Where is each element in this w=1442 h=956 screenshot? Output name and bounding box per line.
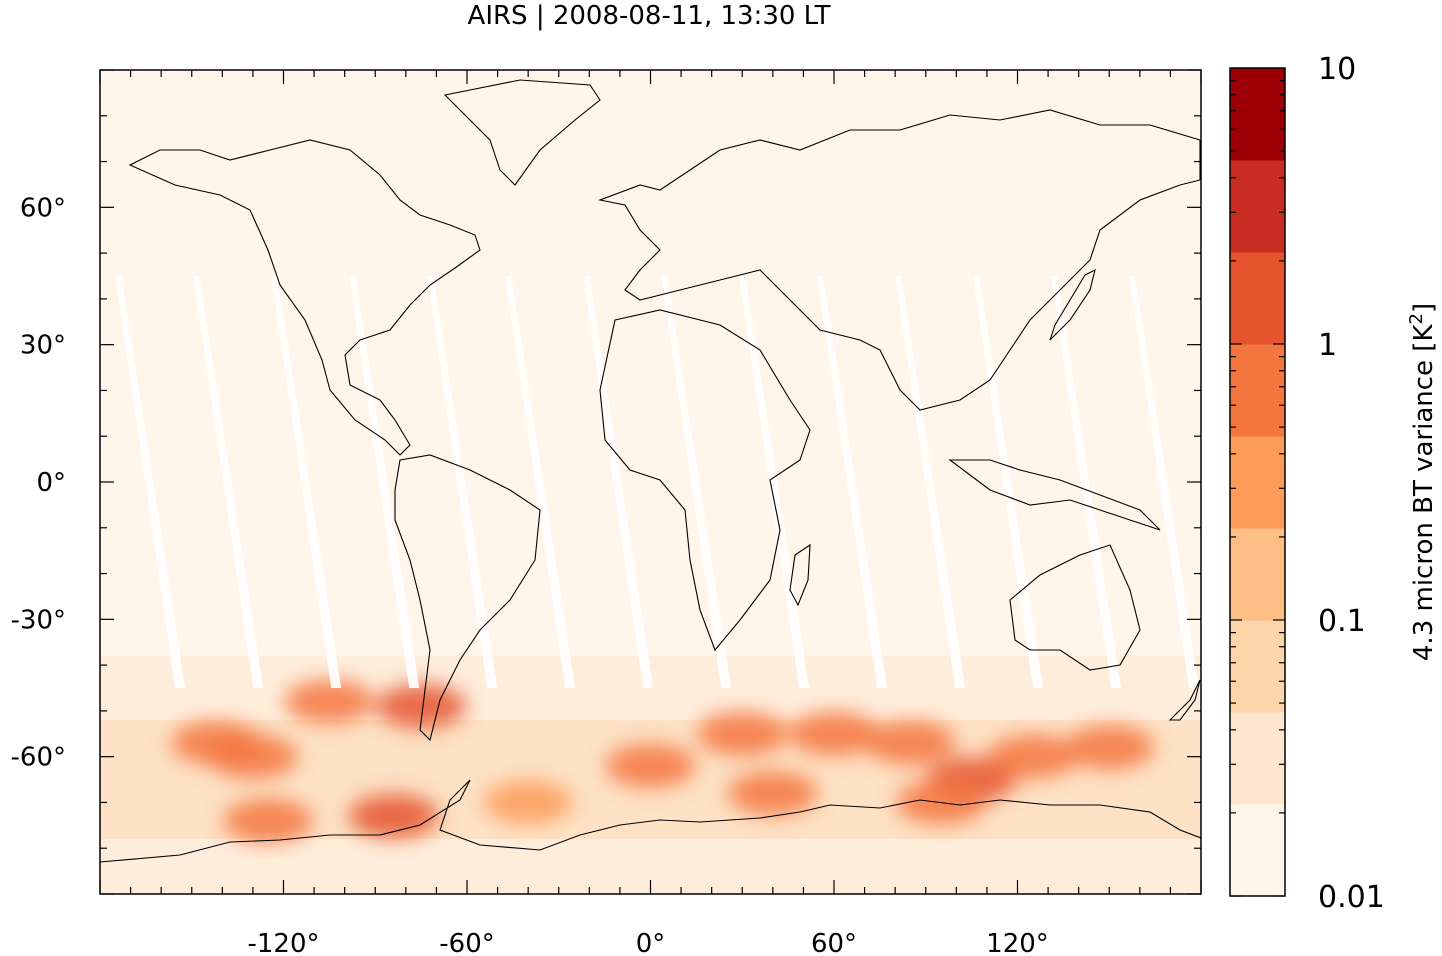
variance-hotspot: [483, 780, 574, 825]
colorbar-tick-label: 1: [1318, 328, 1337, 363]
variance-hotspot: [987, 734, 1078, 779]
colorbar-block: [1230, 344, 1285, 437]
colorbar-block: [1230, 252, 1285, 345]
x-tick-label: 60°: [811, 929, 857, 956]
coastline-greenland: [443, 79, 601, 186]
x-tick-label: -120°: [247, 929, 319, 956]
colorbar-tick-label: 10: [1318, 52, 1356, 87]
variance-hotspot: [727, 771, 818, 816]
variance-hotspot: [789, 711, 879, 756]
coastline-south-america: [394, 454, 541, 742]
y-tick-label: 60°: [20, 193, 66, 223]
swath-gap: [817, 276, 888, 688]
colorbar-block: [1230, 528, 1285, 621]
swath-gap: [349, 276, 420, 688]
colorbar-block: [1230, 436, 1285, 529]
variance-hotspot: [207, 734, 298, 779]
coastline-eurasia: [598, 109, 1201, 411]
swath-gap: [1129, 276, 1200, 688]
variance-hotspot: [376, 684, 467, 729]
y-tick-label: 30°: [20, 331, 66, 361]
y-tick-label: 0°: [36, 468, 66, 498]
coastline-madagascar: [789, 543, 811, 607]
orbit-swath-gaps: [115, 276, 1200, 688]
coastline-maritime-continent: [948, 459, 1161, 531]
variance-hotspot: [865, 720, 956, 765]
variance-hotspot: [223, 798, 314, 843]
coastline-australia: [1009, 544, 1141, 671]
x-tick-label: 120°: [986, 929, 1049, 956]
swath-gap: [271, 276, 342, 688]
map-panel: [100, 70, 1201, 894]
x-tick-label: -60°: [439, 929, 494, 956]
swath-gap: [1051, 276, 1122, 688]
coastline-north-america: [128, 139, 481, 456]
variance-hotspot: [605, 743, 696, 788]
variance-hotspot: [284, 679, 375, 724]
plot-title: AIRS | 2008-08-11, 13:30 LT: [468, 1, 831, 31]
variance-hotspot: [348, 794, 439, 839]
swath-gap: [739, 276, 810, 688]
colorbar-block: [1230, 804, 1285, 897]
colorbar-color-blocks: [1230, 68, 1285, 897]
colorbar-tick-labels: 0.01 0.1 1 10: [1318, 52, 1385, 915]
map-ticks: [99, 69, 1202, 895]
coastline-japan: [1049, 268, 1096, 341]
colorbar-ticks: [1230, 80, 1285, 897]
coastline-new-zealand: [1168, 679, 1201, 721]
swath-gap: [115, 276, 186, 688]
swath-gap: [895, 276, 966, 688]
swath-gap: [505, 276, 576, 688]
colorbar: 0.01 0.1 1 10 4.3 micron BT variance [K2]: [1229, 52, 1439, 915]
colorbar-block: [1230, 620, 1285, 713]
swath-gap: [427, 276, 498, 688]
variance-hotspots: [171, 679, 1155, 843]
coastline-antarctica: [100, 779, 1201, 863]
colorbar-frame: [1229, 67, 1286, 897]
colorbar-label: 4.3 micron BT variance [K2]: [1406, 303, 1439, 661]
y-tick-label: -60°: [11, 743, 66, 773]
coastlines: [100, 79, 1201, 863]
colorbar-block: [1230, 68, 1285, 161]
x-tick-label: 0°: [636, 929, 666, 956]
variance-hotspot: [697, 711, 788, 756]
swath-gap: [193, 276, 264, 688]
colorbar-block: [1230, 160, 1285, 253]
y-tick-label: -30°: [11, 605, 66, 635]
colorbar-tick-label: 0.01: [1318, 880, 1385, 915]
swath-gap: [583, 276, 654, 688]
coastline-africa: [599, 309, 811, 652]
colorbar-block: [1230, 712, 1285, 805]
longitude-tick-labels: -120° -60° 0° 60° 120°: [247, 929, 1048, 956]
swath-gap: [661, 276, 732, 688]
latitude-tick-labels: 60° 30° 0° -30° -60°: [11, 193, 66, 772]
variance-hotspot: [1064, 725, 1155, 770]
colorbar-tick-label: 0.1: [1318, 604, 1366, 639]
